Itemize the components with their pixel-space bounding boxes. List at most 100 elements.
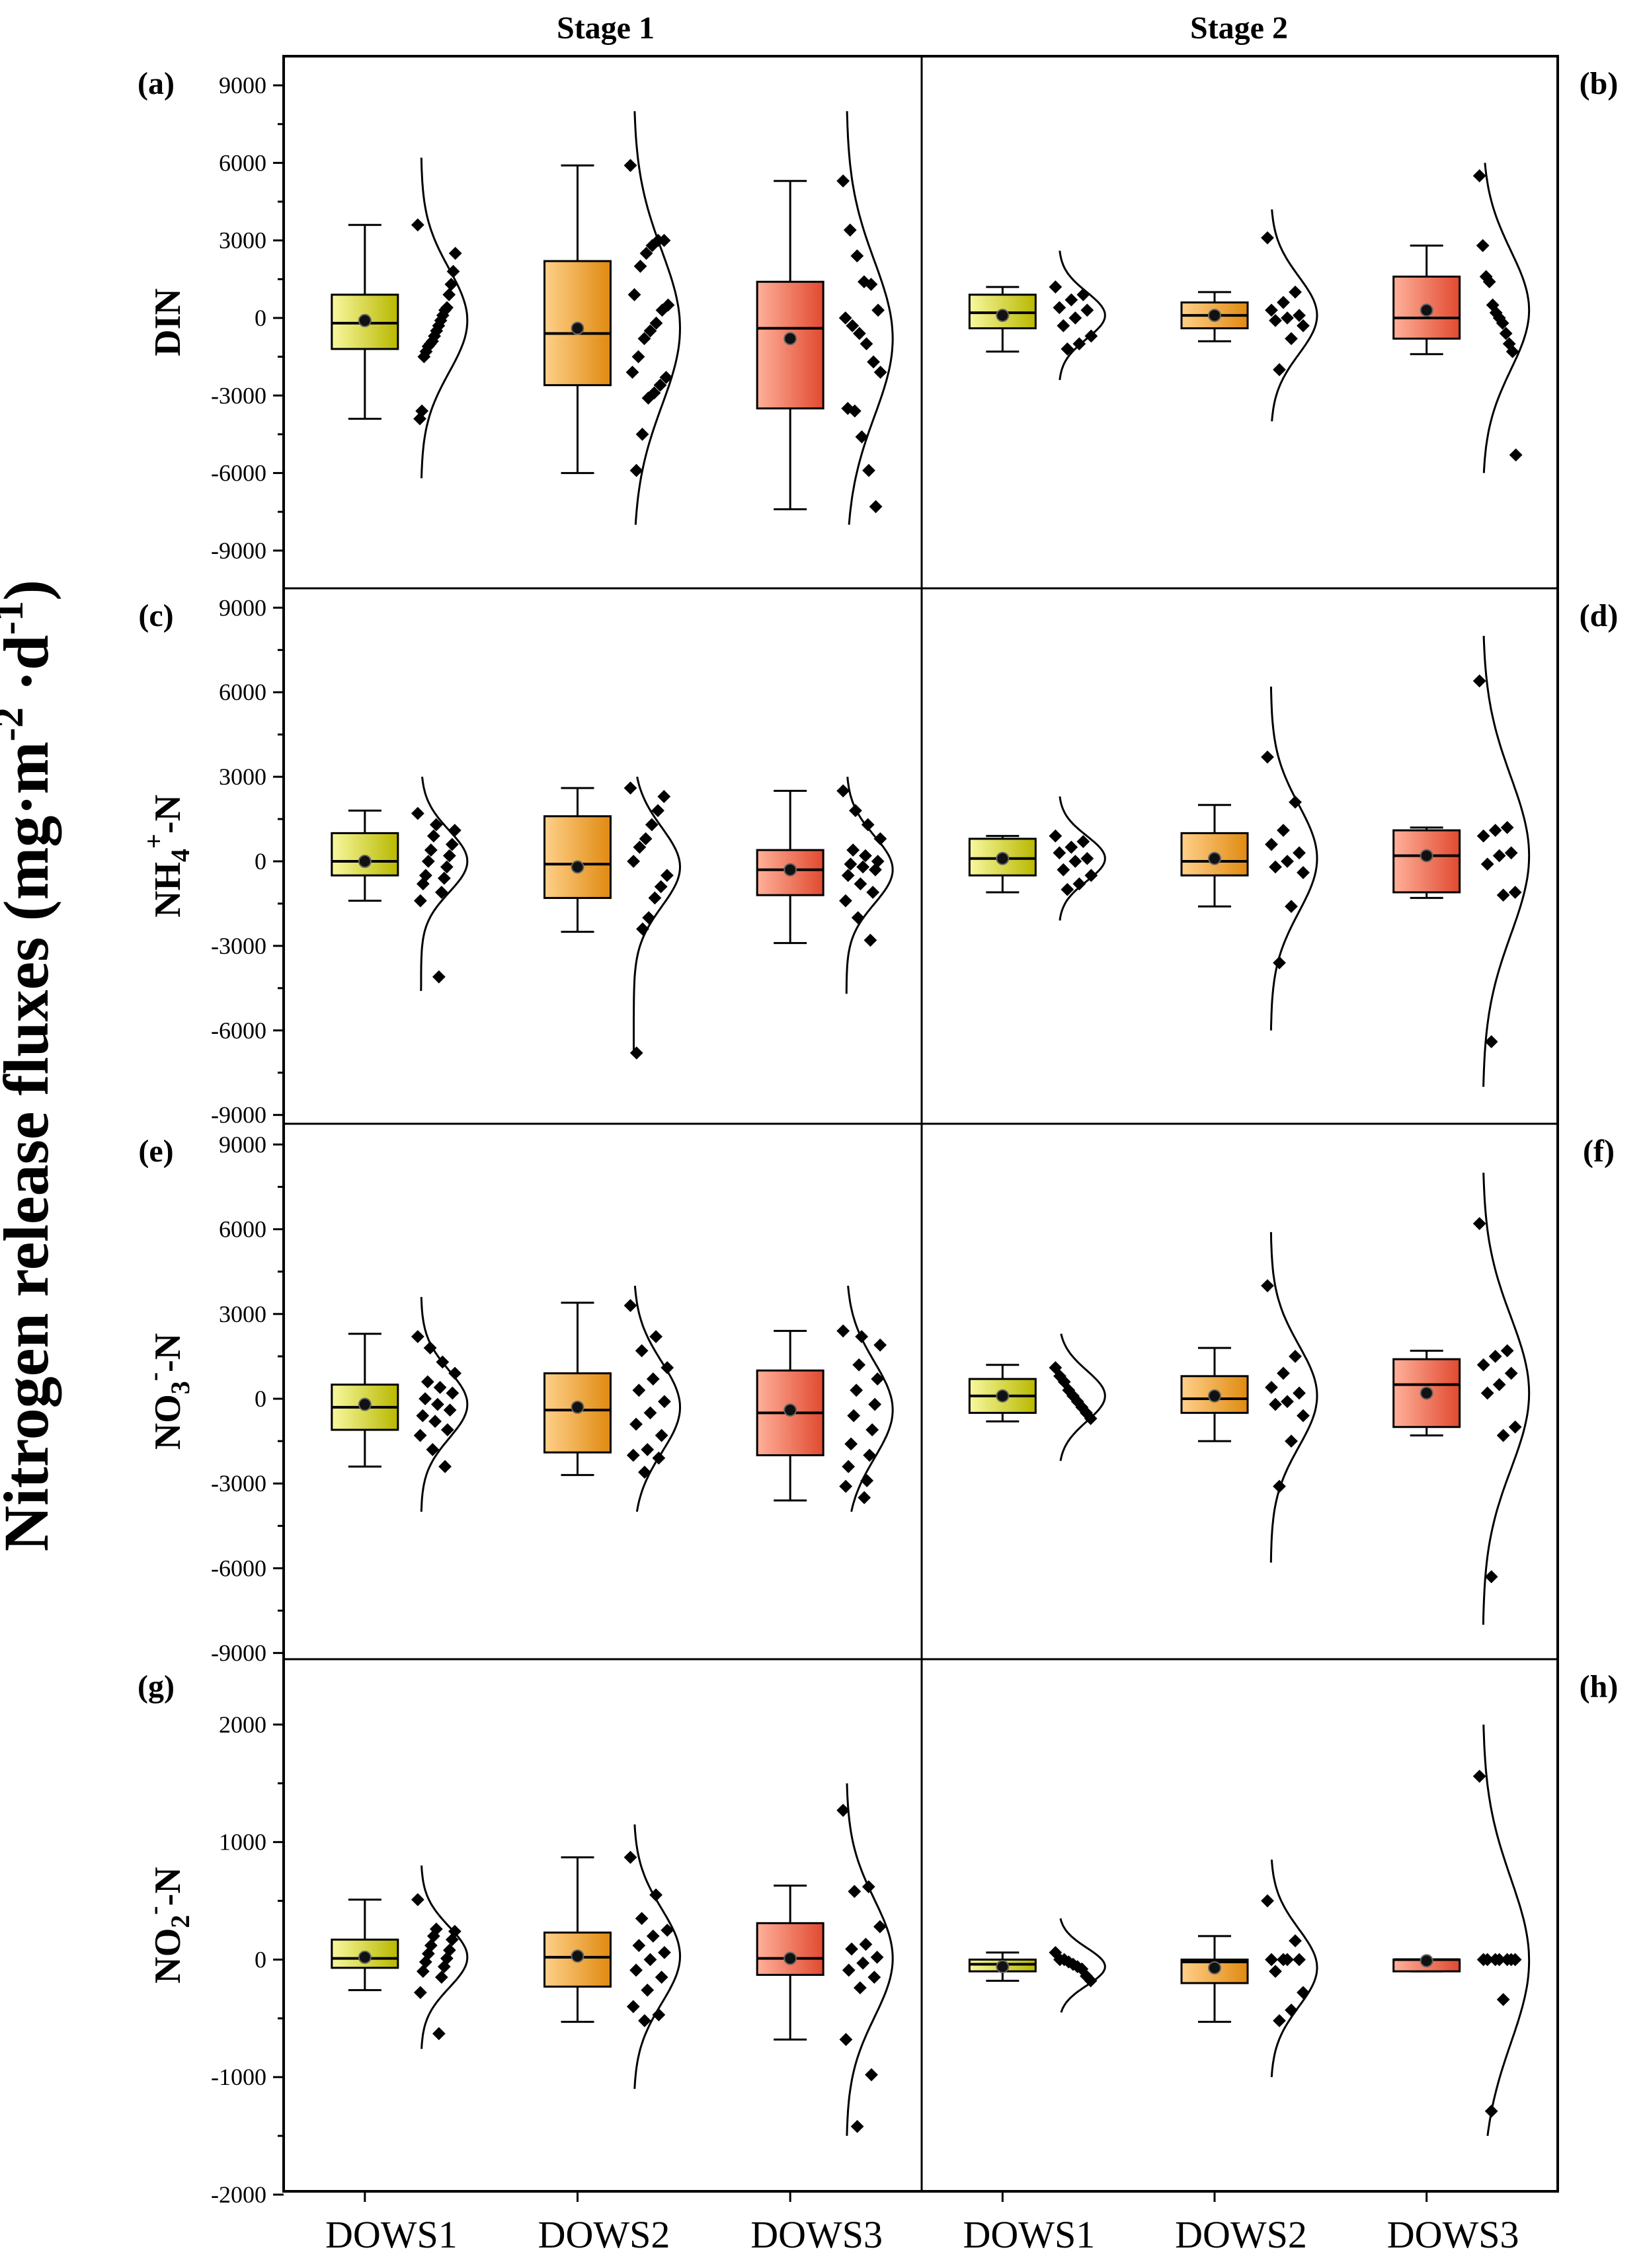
dows2-normal-curve [633, 111, 682, 525]
dows2-data-point [1269, 1965, 1282, 1978]
dows2-data-point [631, 350, 645, 364]
dows2-data-point [623, 1850, 637, 1864]
dows1-normal-curve [1059, 251, 1106, 380]
ylabel-subscript: 3 [165, 1381, 195, 1394]
dows2-data-point [1269, 860, 1282, 874]
dows3-data-point [1472, 1770, 1486, 1783]
dows3-mean [1420, 1954, 1433, 1968]
dows1-data-point [438, 1460, 452, 1473]
dows1-data-point [446, 1386, 460, 1400]
dows1-data-point [443, 1403, 457, 1417]
dows2-data-point [638, 2014, 651, 2027]
dows1-mean [358, 313, 372, 327]
dows3-data-point [850, 1384, 863, 1397]
dows2-data-point [1261, 750, 1274, 764]
dows2-data-point [635, 1912, 649, 1926]
dows1-data-point [413, 894, 427, 908]
dows3-data-point [844, 1437, 858, 1451]
dows3-data-point [862, 463, 875, 477]
dows2-data-point [655, 1971, 668, 1984]
dows3-data-point [843, 223, 857, 237]
dows3-data-point [1476, 829, 1490, 843]
y-tick-label: 0 [255, 305, 266, 331]
dows1-data-point [1064, 293, 1078, 307]
dows1-normal-curve [420, 1297, 469, 1512]
dows1-data-point [444, 278, 458, 292]
y-tick-label: 3000 [219, 227, 266, 254]
dows3-data-point [870, 1950, 884, 1964]
dows2-data-point [655, 1428, 668, 1442]
dows2-data-point [655, 303, 669, 317]
dows3-data-point [1496, 1428, 1510, 1442]
y-tick-label: 2000 [219, 1711, 266, 1738]
dows3-data-point [846, 319, 860, 332]
dows3-data-point [869, 863, 882, 877]
dows3-data-point [847, 1409, 861, 1423]
dows1-data-point [1049, 829, 1063, 843]
dows2-data-point [627, 288, 641, 301]
dows2-data-point [1297, 866, 1310, 879]
dows2-data-point [1285, 900, 1298, 914]
dows3-data-point [836, 784, 850, 798]
dows3-data-point [839, 2033, 853, 2047]
dows1-data-point [429, 818, 443, 832]
x-category-label: DOWS3 [750, 2213, 883, 2256]
dows2-data-point [1261, 231, 1274, 245]
dows2-data-point [643, 1406, 657, 1420]
dows2-data-point [1269, 314, 1282, 327]
dows1-data-point [1068, 311, 1082, 325]
row-ylabel: DIN [147, 288, 188, 356]
dows1-data-point [1053, 301, 1066, 315]
dows3-data-point [1480, 1953, 1494, 1967]
dows2-box [543, 1932, 612, 1988]
dows2-data-point [1293, 1386, 1306, 1400]
dows1-data-point [411, 1330, 424, 1343]
dows2-data-point [1289, 286, 1302, 299]
dows1-data-point [411, 218, 424, 232]
dows3-data-point [838, 311, 852, 325]
y-tick-label: -3000 [211, 933, 266, 959]
y-tick-label: 9000 [219, 72, 266, 98]
dows2-data-point [645, 818, 659, 832]
dows2-data-point [641, 391, 655, 405]
dows3-data-point [1496, 316, 1509, 330]
dows2-data-point [1273, 363, 1286, 377]
dows1-data-point [411, 1893, 424, 1906]
dows2-data-point [661, 1924, 674, 1937]
dows2-data-point [646, 1372, 660, 1386]
dows3-data-point [1482, 275, 1496, 289]
dows3-data-point [1505, 344, 1519, 358]
dows3-data-point [1499, 327, 1513, 340]
panel-letter: (e) [138, 1134, 173, 1169]
dows2-data-point [1285, 1434, 1298, 1448]
dows1-data-point [426, 1443, 440, 1456]
dows2-data-point [637, 332, 651, 346]
dows1-data-point [416, 1409, 430, 1423]
dows3-normal-curve [1482, 635, 1531, 1087]
dows3-data-point [1476, 1358, 1490, 1372]
dows1-data-point [411, 806, 424, 820]
y-tick-label: 3000 [219, 1301, 266, 1327]
ylabel-subscript: 4 [165, 849, 195, 862]
dows3-data-point [848, 1885, 862, 1898]
row-ylabel: NH4+-N [139, 795, 195, 918]
dows3-data-point [1472, 169, 1486, 182]
y-tick-label: -9000 [211, 1102, 266, 1128]
dows1-data-point [419, 1392, 432, 1405]
dows2-data-point [1289, 1349, 1302, 1363]
dows2-data-point [623, 159, 637, 173]
dows2-mean [571, 1400, 584, 1414]
dows2-data-point [1281, 1395, 1294, 1409]
dows3-data-point [1472, 674, 1486, 688]
dows3-data-point [863, 933, 877, 947]
dows2-data-point [658, 1395, 671, 1409]
dows1-mean [358, 1950, 372, 1964]
dows2-data-point [633, 259, 647, 273]
dows1-data-point [1061, 882, 1074, 896]
dows2-data-point [626, 2000, 640, 2014]
y-tick-label: -1000 [211, 2064, 266, 2090]
dows3-box [1392, 275, 1461, 340]
dows2-data-point [1281, 311, 1294, 325]
dows1-data-point [416, 1965, 430, 1978]
dows3-data-point [1508, 1420, 1522, 1434]
